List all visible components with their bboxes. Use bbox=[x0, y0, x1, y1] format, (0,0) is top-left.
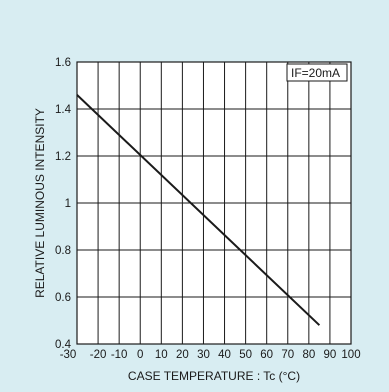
x-tick-label: 80 bbox=[302, 349, 315, 361]
x-tick-label: -20 bbox=[90, 349, 107, 361]
x-tick-label: 20 bbox=[176, 349, 189, 361]
y-axis-label: RELATIVE LUMINOUS INTENSITY bbox=[33, 108, 47, 298]
series-line bbox=[76, 94, 321, 326]
x-tick-label: 40 bbox=[218, 349, 231, 361]
grid-lines bbox=[76, 61, 352, 345]
x-tick-label: 0 bbox=[137, 349, 143, 361]
x-tick-label: 90 bbox=[324, 349, 337, 361]
y-tick-label: 1.4 bbox=[55, 104, 72, 116]
y-tick-label: 0.6 bbox=[55, 292, 71, 304]
x-tick-labels: -30 -20 -10 0 10 20 30 40 50 60 70 80 90 100 bbox=[60, 349, 361, 361]
y-tick-label: 1.2 bbox=[55, 151, 71, 163]
y-tick-label: 0.4 bbox=[55, 339, 72, 351]
y-tick-label: 1 bbox=[65, 198, 71, 210]
x-axis-label: CASE TEMPERATURE : Tc (°C) bbox=[128, 369, 300, 383]
y-tick-label: 0.8 bbox=[55, 245, 71, 257]
condition-box bbox=[286, 63, 348, 82]
x-tick-label: 70 bbox=[281, 349, 294, 361]
x-tick-label: 10 bbox=[155, 349, 168, 361]
x-tick-label: -30 bbox=[60, 349, 77, 361]
plot-frame bbox=[76, 61, 352, 345]
condition-label: IF=20mA bbox=[291, 66, 340, 80]
data-series bbox=[76, 94, 321, 326]
x-tick-label: 60 bbox=[260, 349, 273, 361]
x-tick-label: 30 bbox=[197, 349, 210, 361]
x-tick-label: 100 bbox=[341, 349, 360, 361]
x-tick-label: 50 bbox=[239, 349, 252, 361]
y-tick-label: 1.6 bbox=[55, 57, 71, 69]
x-tick-label: -10 bbox=[111, 349, 128, 361]
y-tick-labels: 0.4 0.6 0.8 1 1.2 1.4 1.6 bbox=[55, 57, 72, 351]
